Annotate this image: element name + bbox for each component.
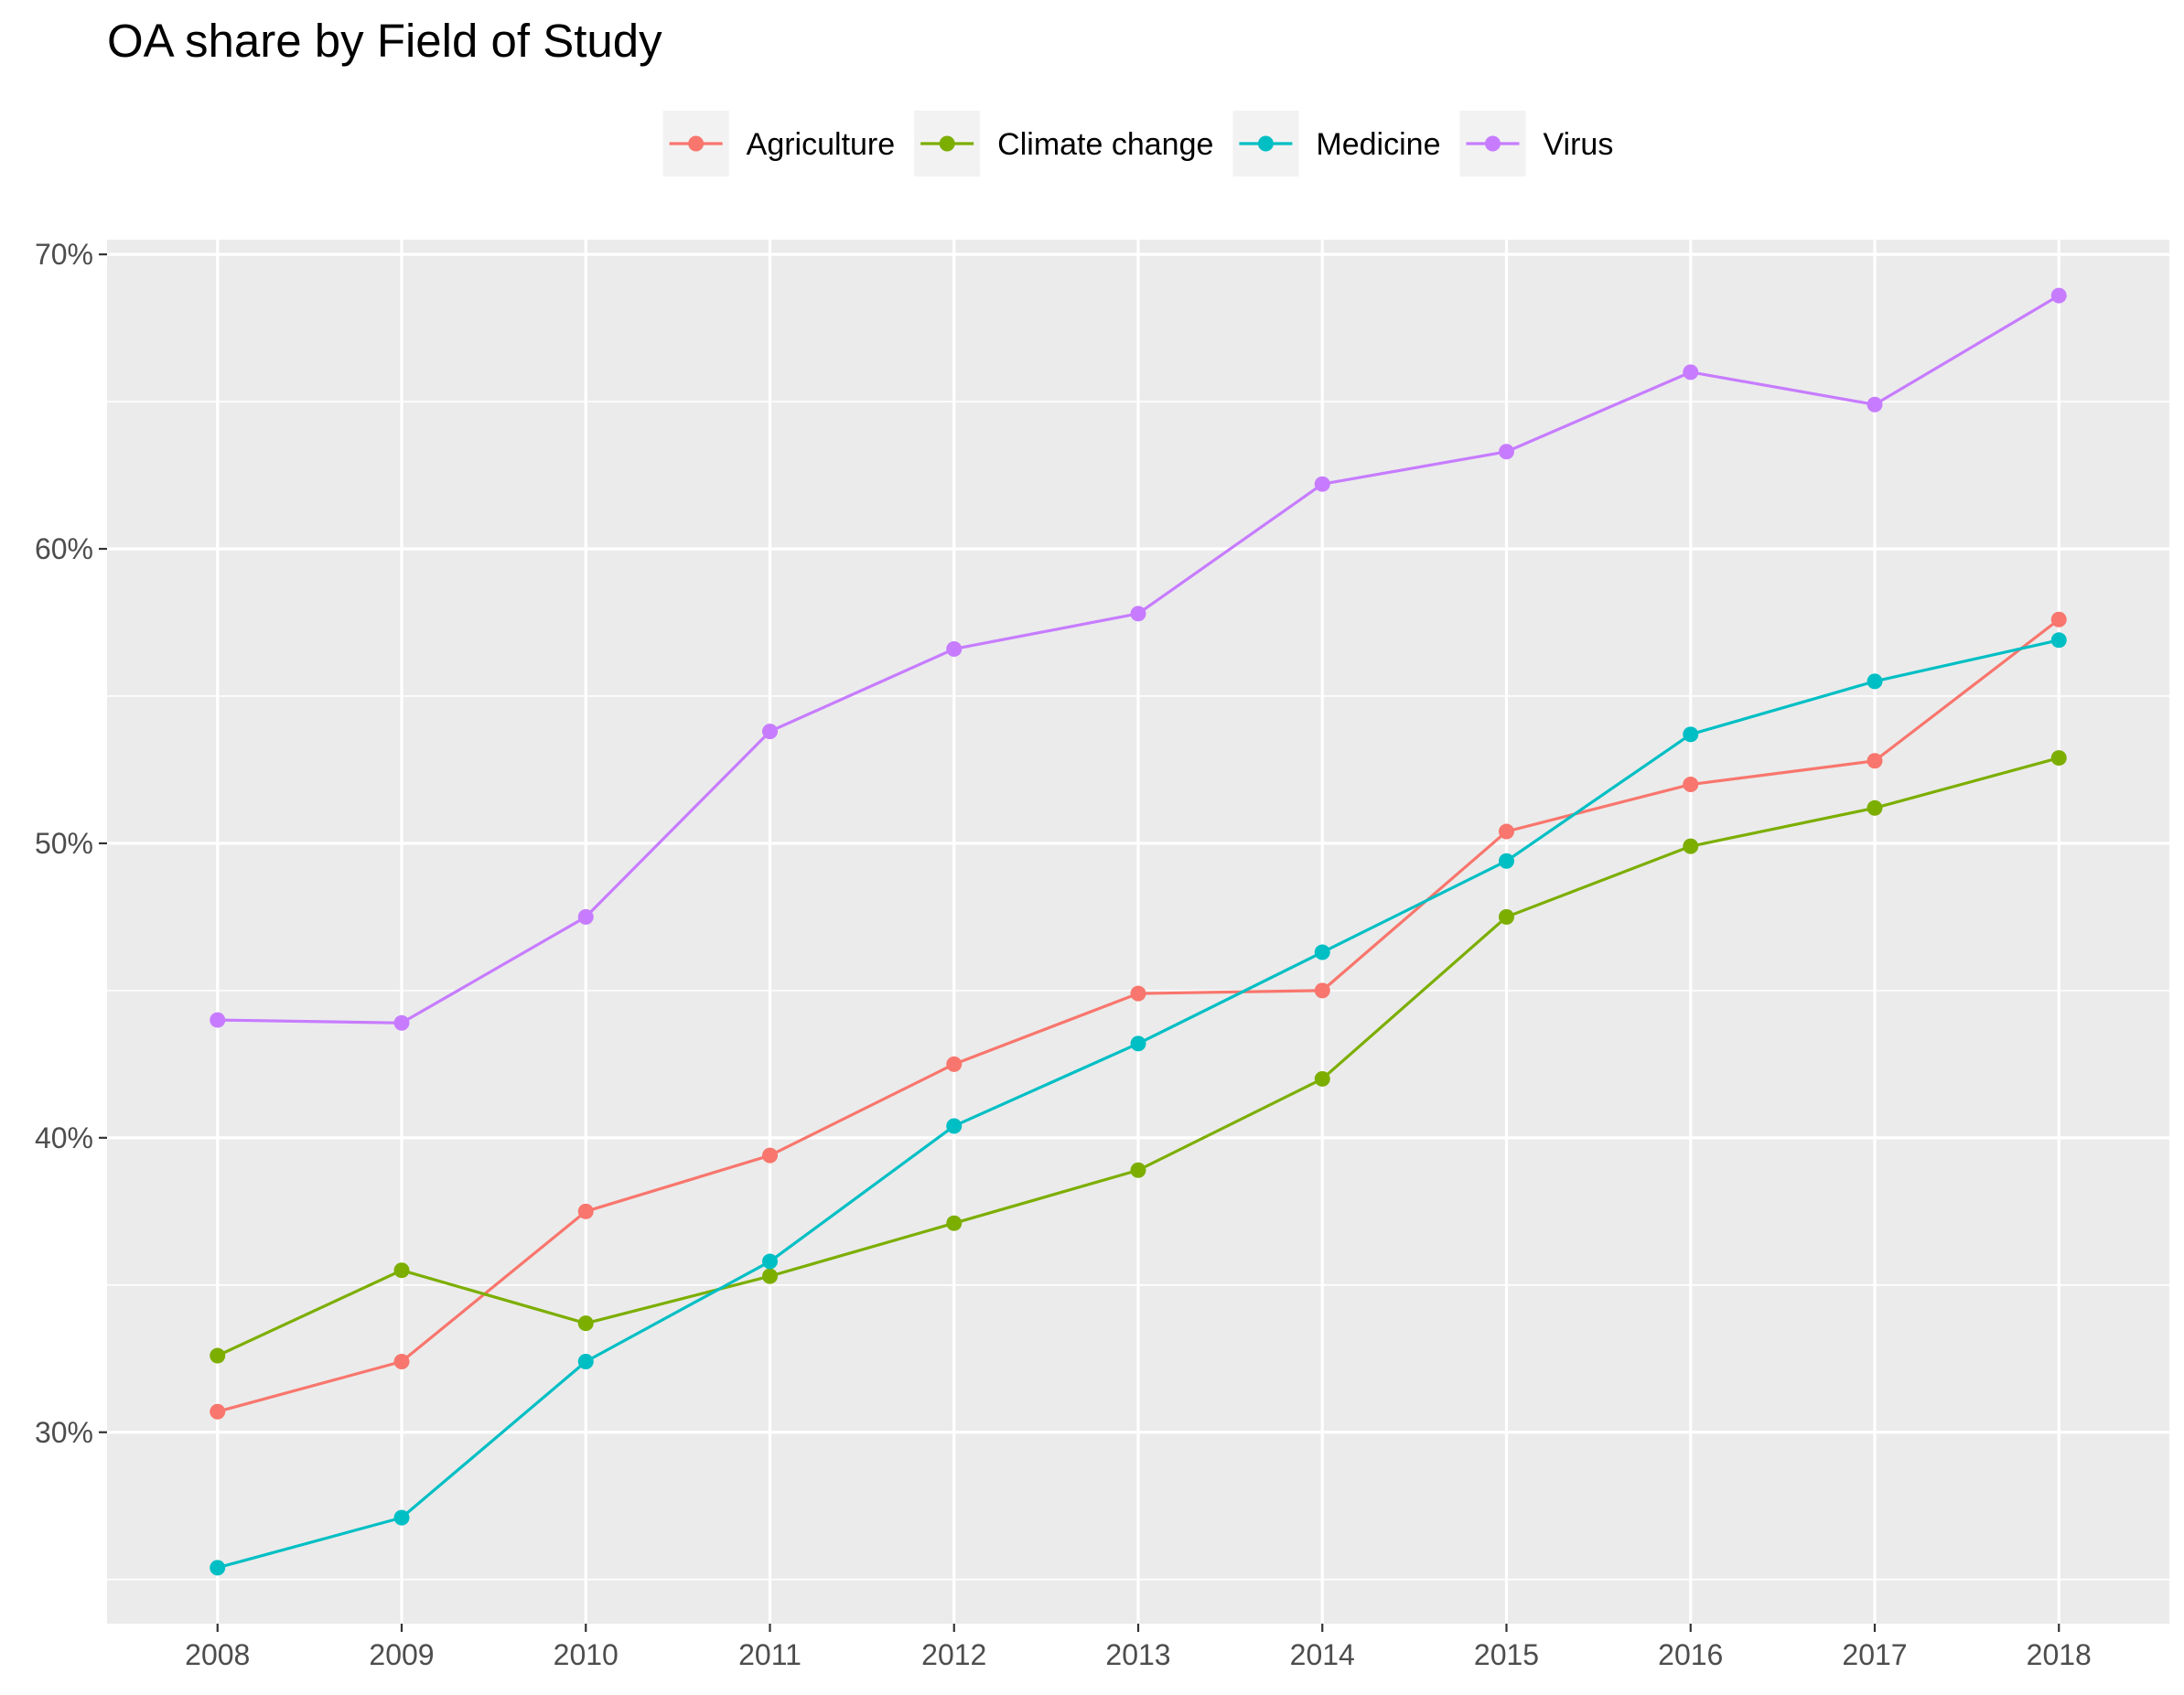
legend-key-point-agriculture [688,135,705,152]
y-tick-label: 40% [35,1121,93,1154]
x-tick-label: 2010 [554,1638,619,1671]
data-point-agriculture [1130,985,1146,1002]
x-tick-label: 2018 [2027,1638,2092,1671]
y-tick-label: 30% [35,1416,93,1449]
data-point-virus [1314,476,1330,492]
x-tick-label: 2016 [1658,1638,1723,1671]
data-point-virus [1867,396,1883,413]
data-point-climate-change [1130,1162,1146,1178]
data-point-climate-change [1314,1070,1330,1087]
data-point-climate-change [1867,799,1883,816]
legend-key-point-climate-change [939,135,955,152]
legend-item-climate-change: Climate change [914,111,1213,177]
x-tick-label: 2014 [1290,1638,1355,1671]
data-point-virus [1499,444,1514,460]
data-point-agriculture [577,1203,594,1219]
data-point-agriculture [393,1353,410,1369]
data-point-agriculture [1867,753,1883,769]
series-climate-change [210,750,2067,1364]
data-point-medicine [1499,853,1514,869]
legend-item-virus: Virus [1459,111,1613,177]
data-point-climate-change [393,1262,410,1279]
x-tick-label: 2015 [1474,1638,1539,1671]
data-point-climate-change [210,1347,226,1364]
y-axis: 30% 40% 50% 60% 70% [35,238,107,1449]
data-point-medicine [577,1353,594,1369]
legend-item-agriculture: Agriculture [662,111,896,177]
series-medicine [210,632,2067,1576]
legend-label-agriculture: Agriculture [747,127,896,162]
series-agriculture [210,611,2067,1420]
data-point-medicine [2050,632,2067,649]
data-point-agriculture [2050,611,2067,628]
data-point-medicine [1130,1035,1146,1052]
x-tick-label: 2012 [921,1638,986,1671]
data-point-virus [2050,287,2067,304]
data-point-medicine [1867,673,1883,690]
legend-item-medicine: Medicine [1232,111,1440,177]
legend-label-virus: Virus [1543,127,1613,162]
series-layer [210,287,2067,1576]
y-tick-label: 50% [35,827,93,860]
data-point-virus [210,1012,226,1028]
legend-label-medicine: Medicine [1316,127,1440,162]
data-point-medicine [762,1253,778,1270]
data-point-agriculture [210,1403,226,1420]
data-point-agriculture [946,1056,963,1072]
data-point-virus [946,640,963,657]
data-point-climate-change [762,1268,778,1284]
x-tick-label: 2013 [1105,1638,1170,1671]
grid-major [107,240,2169,1624]
y-tick-label: 60% [35,532,93,565]
x-tick-label: 2008 [185,1638,250,1671]
legend-key-point-virus [1484,135,1501,152]
data-point-agriculture [1499,823,1514,840]
data-point-virus [1130,606,1146,622]
x-tick-label: 2011 [738,1638,802,1671]
chart-title: OA share by Field of Study [107,15,662,67]
series-virus [210,287,2067,1031]
data-point-medicine [393,1509,410,1526]
data-point-agriculture [1683,777,1699,793]
data-point-virus [577,908,594,925]
x-tick-label: 2009 [369,1638,434,1671]
data-point-climate-change [1683,838,1699,854]
data-point-climate-change [577,1315,594,1332]
data-point-medicine [210,1560,226,1576]
data-point-virus [762,724,778,740]
y-tick-label: 70% [35,238,93,271]
x-axis: 2008 2009 2010 2011 2012 2013 2014 2015 2016 2017… [185,1624,2092,1671]
legend-key-point-medicine [1257,135,1274,152]
data-point-medicine [1683,726,1699,743]
data-point-climate-change [2050,750,2067,767]
data-point-climate-change [1499,908,1514,925]
data-point-agriculture [1314,982,1330,999]
data-point-agriculture [762,1147,778,1164]
legend: Agriculture Climate change Medicine Virus [662,111,1613,177]
legend-label-climate-change: Climate change [997,127,1213,162]
data-point-virus [1683,364,1699,381]
data-point-medicine [946,1118,963,1134]
data-point-medicine [1314,944,1330,960]
x-tick-label: 2017 [1842,1638,1907,1671]
data-point-virus [393,1014,410,1031]
data-point-climate-change [946,1215,963,1231]
